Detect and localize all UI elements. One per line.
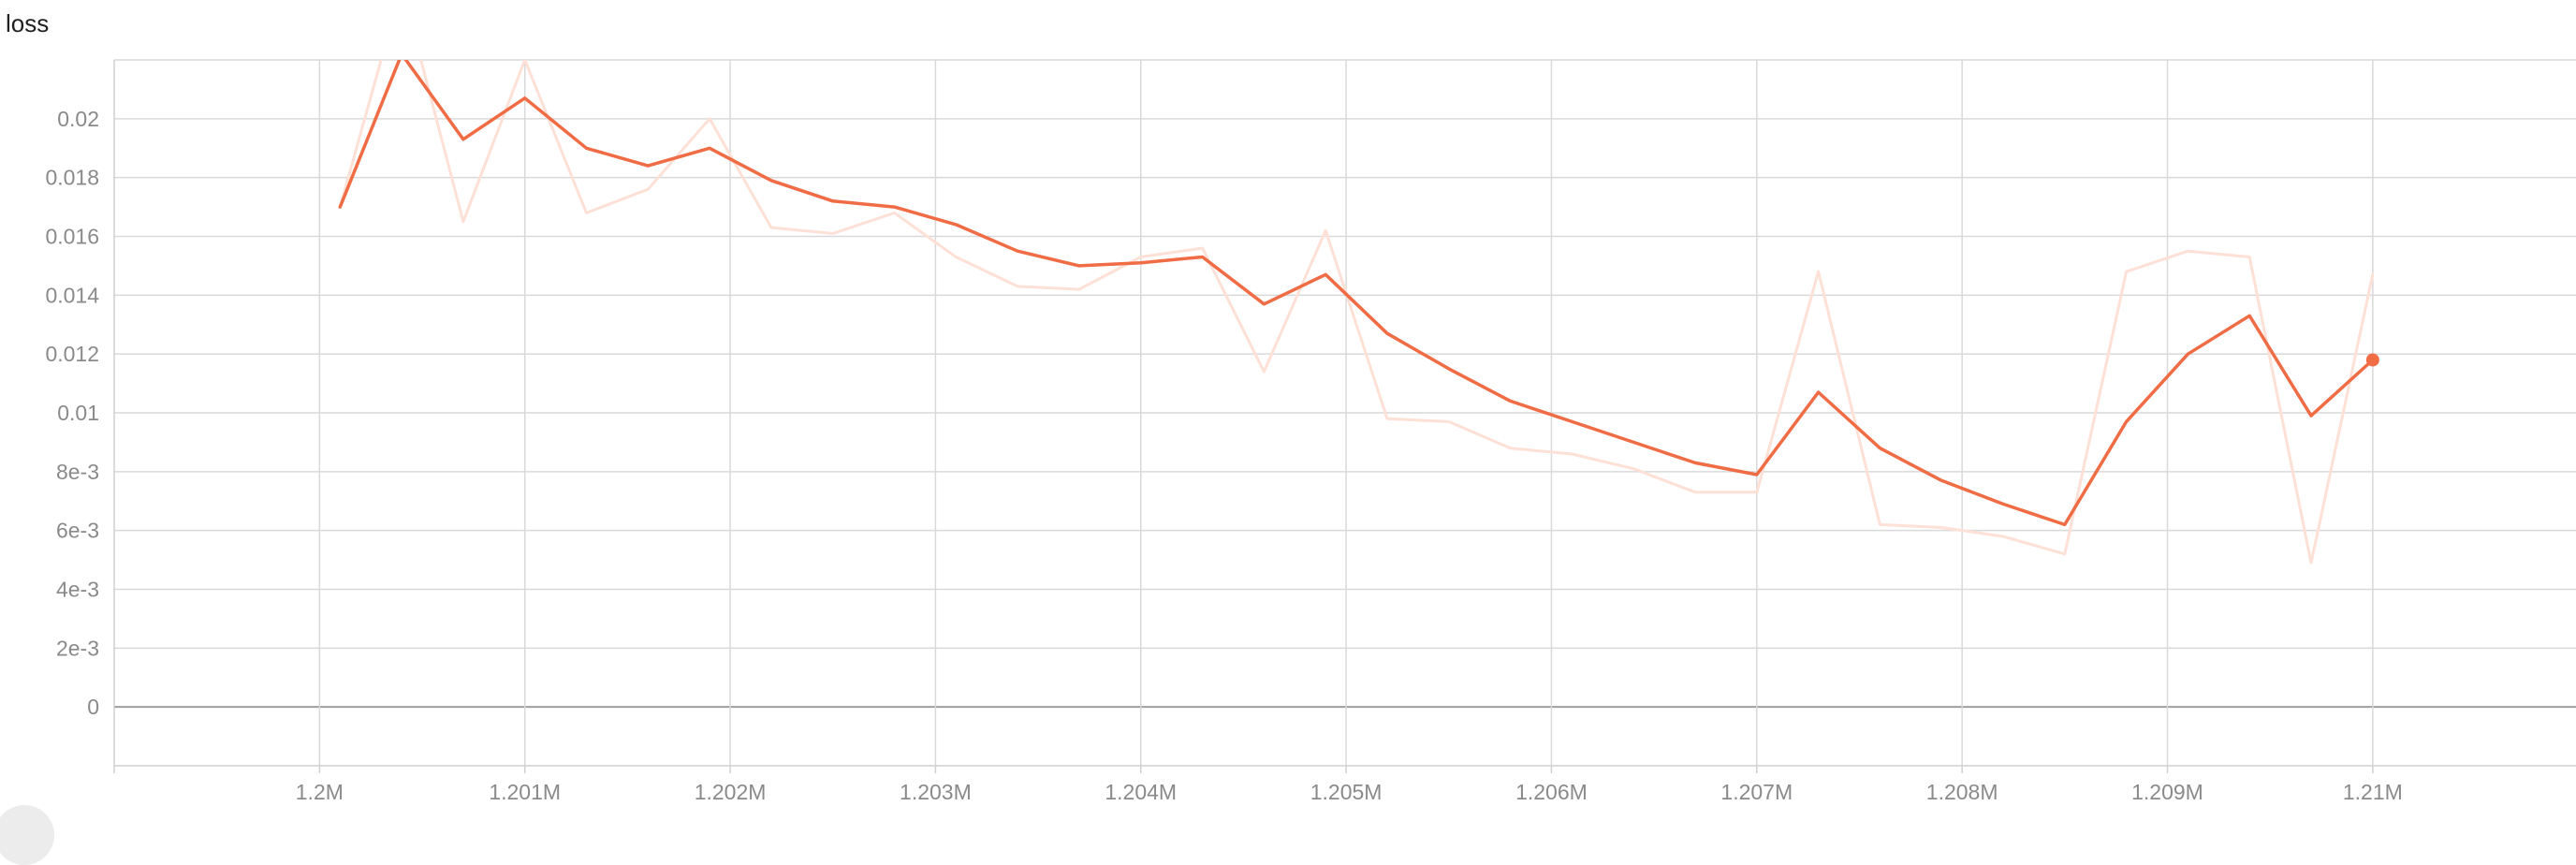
y-tick-label: 0.016 — [45, 225, 99, 249]
x-tick-label: 1.208M — [1926, 780, 1998, 804]
grid — [114, 59, 2576, 766]
y-tick-label: 0.02 — [57, 107, 99, 131]
smoothed-loss-line — [338, 60, 2375, 527]
y-tick-label: 6e-3 — [56, 519, 99, 543]
x-tick-labels: 1.2M 1.201M 1.202M 1.203M 1.204M 1.205M 1.206M… — [296, 780, 2403, 804]
x-tick-label: 1.21M — [2343, 780, 2403, 804]
x-tick-label: 1.206M — [1515, 780, 1588, 804]
y-tick-label: 4e-3 — [56, 578, 99, 602]
y-tick-label: 0.012 — [45, 342, 99, 366]
x-tick-label: 1.201M — [489, 780, 561, 804]
y-tick-label: 0.018 — [45, 166, 99, 190]
last-point-marker[interactable] — [2365, 353, 2379, 367]
x-tick-label: 1.204M — [1105, 780, 1177, 804]
x-tick-label: 1.2M — [296, 780, 344, 804]
x-tick-label: 1.209M — [2131, 780, 2203, 804]
axes — [113, 60, 2576, 773]
x-tick-label: 1.203M — [900, 780, 972, 804]
y-tick-label: 0.01 — [57, 401, 99, 425]
x-tick-label: 1.205M — [1310, 780, 1383, 804]
y-tick-labels: 0.02 0.018 0.016 0.014 0.012 0.01 8e-3 6e-3 4e-3… — [45, 107, 99, 719]
x-tick-label: 1.202M — [695, 780, 767, 804]
series — [338, 60, 2375, 564]
x-tick-label: 1.207M — [1720, 780, 1793, 804]
y-tick-label: 2e-3 — [56, 636, 99, 660]
chart-title: loss — [6, 9, 50, 37]
raw-loss-line — [338, 60, 2375, 564]
y-tick-label: 0.014 — [45, 283, 99, 307]
y-tick-label: 0 — [87, 695, 99, 719]
y-tick-label: 8e-3 — [56, 460, 99, 484]
loss-chart[interactable]: 1.2M 1.201M 1.202M 1.203M 1.204M 1.205M 1.206M… — [0, 0, 2576, 814]
